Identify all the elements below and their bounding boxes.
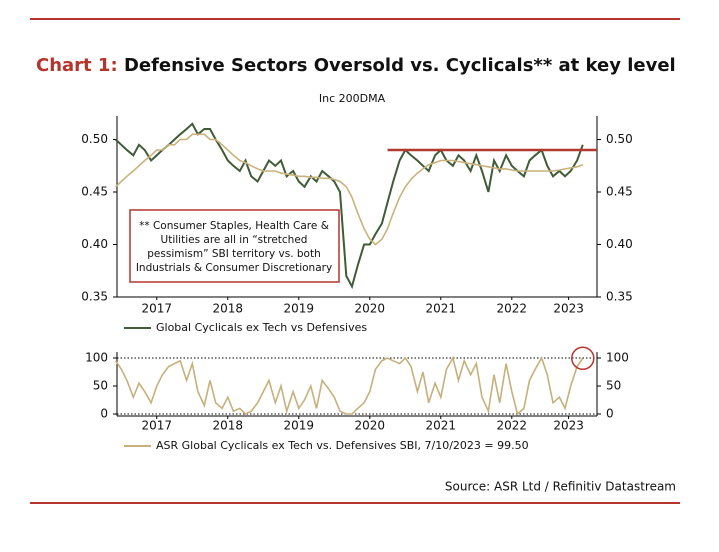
x-tick-label: 2018 [212,419,243,433]
annotation-text: ** Consumer Staples, Health Care & [139,220,329,232]
y-tick-label: 0.50 [606,132,633,146]
y-tick-label: 0 [606,407,614,421]
x-tick-label: 2019 [284,302,315,316]
annotation-text: pessimism” SBI territory vs. both [147,248,320,260]
x-tick-label: 2021 [426,302,457,316]
x-tick-label: 2023 [553,419,584,433]
y-tick-label: 100 [85,351,108,365]
y-tick-label: 0.50 [81,132,108,146]
y-tick-label: 0.35 [606,290,633,304]
legend-label: Global Cyclicals ex Tech vs Defensives [156,321,367,334]
y-tick-label: 100 [606,351,629,365]
x-tick-label: 2020 [355,302,386,316]
annotation-box [129,209,340,283]
annotation-text: Utilities are all in “stretched [161,234,308,246]
data-line [115,133,584,246]
title-text: Defensive Sectors Oversold vs. Cyclicals… [124,55,676,76]
y-tick-label: 0 [100,407,108,421]
chart-title: Chart 1: Defensive Sectors Oversold vs. … [36,55,676,76]
y-tick-label: 50 [606,379,621,393]
y-tick-label: 50 [93,379,108,393]
x-tick-label: 2023 [553,302,584,316]
x-tick-label: 2019 [284,419,315,433]
data-line [114,355,584,416]
x-tick-label: 2018 [212,302,243,316]
legend-label: ASR Global Cyclicals ex Tech vs. Defensi… [156,439,529,452]
source: Source: ASR Ltd / Refinitiv Datastream [445,480,676,494]
subtitle: Inc 200DMA [319,92,386,105]
data-line [114,122,584,290]
y-tick-label: 0.40 [81,237,108,251]
highlight-circle [571,346,595,371]
y-tick-label: 0.45 [606,185,633,199]
y-tick-label: 0.35 [81,290,108,304]
y-tick-label: 0.40 [606,237,633,251]
annotation-text: Industrials & Consumer Discretionary [136,262,332,274]
x-tick-label: 2022 [497,419,528,433]
x-tick-label: 2020 [355,419,386,433]
y-tick-label: 0.45 [81,185,108,199]
x-tick-label: 2021 [426,419,457,433]
x-tick-label: 2017 [141,302,172,316]
x-tick-label: 2017 [141,419,172,433]
title-prefix: Chart 1: [36,55,118,76]
x-tick-label: 2022 [497,302,528,316]
